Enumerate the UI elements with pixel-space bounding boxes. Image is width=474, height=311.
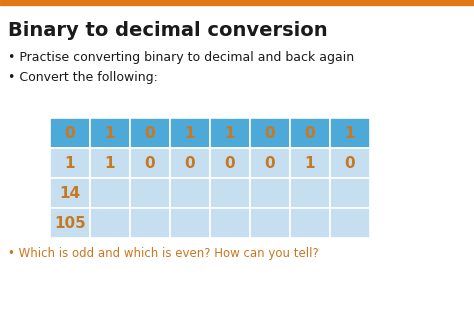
Text: 105: 105 (54, 216, 86, 230)
Text: 1: 1 (345, 126, 355, 141)
Bar (330, 118, 370, 148)
Bar (50, 118, 90, 148)
Text: 0: 0 (264, 156, 275, 170)
Text: • Which is odd and which is even? How can you tell?: • Which is odd and which is even? How ca… (8, 248, 319, 261)
Bar (210, 148, 250, 178)
Text: 1: 1 (185, 126, 195, 141)
Text: 1: 1 (105, 126, 115, 141)
Text: 1: 1 (105, 156, 115, 170)
Bar (130, 118, 170, 148)
Bar (290, 178, 330, 208)
Bar (170, 178, 210, 208)
Bar (130, 208, 170, 238)
Text: 1: 1 (225, 126, 235, 141)
Text: • Convert the following:: • Convert the following: (8, 72, 158, 85)
Bar (50, 178, 90, 208)
Bar (290, 208, 330, 238)
Text: • Practise converting binary to decimal and back again: • Practise converting binary to decimal … (8, 52, 354, 64)
Bar (130, 178, 170, 208)
Bar (210, 118, 250, 148)
Text: 0: 0 (64, 126, 75, 141)
Text: 14: 14 (59, 185, 81, 201)
Text: 0: 0 (225, 156, 235, 170)
Bar (0, 0, 474, 5)
Bar (250, 178, 290, 208)
Text: Binary to decimal conversion: Binary to decimal conversion (8, 21, 328, 39)
Bar (330, 148, 370, 178)
Bar (250, 148, 290, 178)
Text: 0: 0 (185, 156, 195, 170)
Bar (170, 148, 210, 178)
Bar (250, 118, 290, 148)
Text: 0: 0 (305, 126, 315, 141)
Bar (210, 178, 250, 208)
Bar (130, 148, 170, 178)
Bar (90, 118, 130, 148)
Bar (170, 208, 210, 238)
Bar (50, 208, 90, 238)
Bar (330, 178, 370, 208)
Text: 0: 0 (145, 156, 155, 170)
Bar (170, 118, 210, 148)
Bar (90, 148, 130, 178)
Text: 1: 1 (65, 156, 75, 170)
Bar (50, 148, 90, 178)
Bar (90, 208, 130, 238)
Bar (210, 208, 250, 238)
Text: 1: 1 (305, 156, 315, 170)
Bar (290, 148, 330, 178)
Bar (90, 178, 130, 208)
Text: 0: 0 (145, 126, 155, 141)
Text: 0: 0 (345, 156, 356, 170)
Bar (290, 118, 330, 148)
Text: 0: 0 (264, 126, 275, 141)
Bar (330, 208, 370, 238)
Bar (250, 208, 290, 238)
